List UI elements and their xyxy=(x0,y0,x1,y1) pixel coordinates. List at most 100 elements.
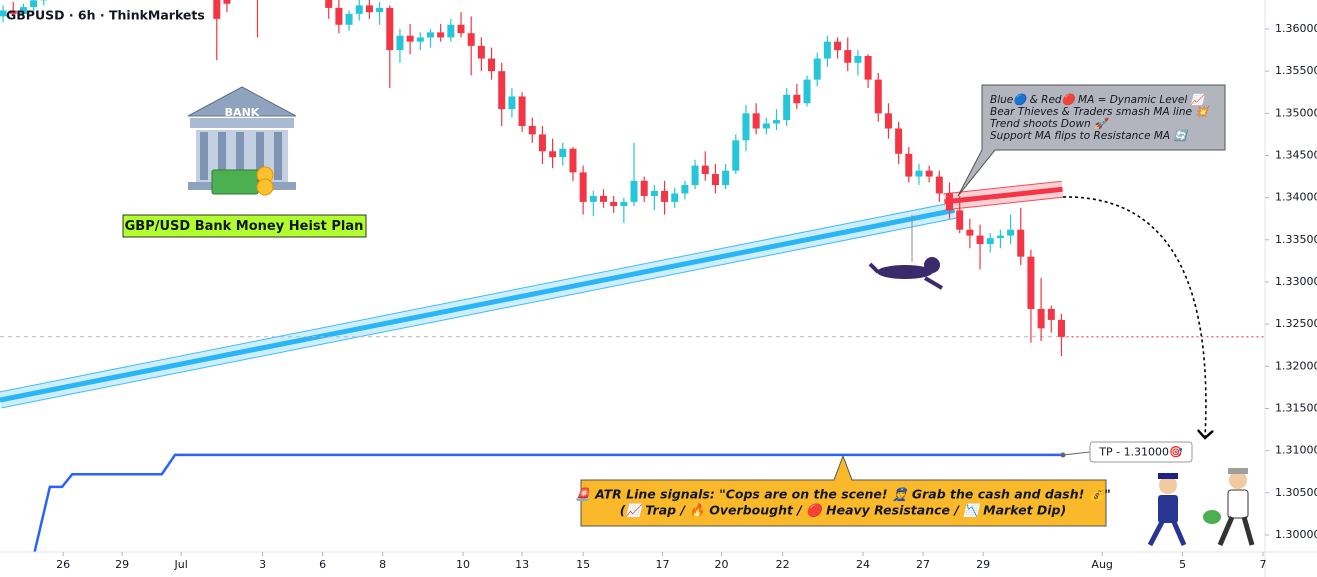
candle-body xyxy=(976,235,984,245)
atr-box xyxy=(580,454,1107,527)
candle-body xyxy=(406,35,414,42)
x-tick-label: 24 xyxy=(856,558,870,571)
candle-body xyxy=(579,172,587,202)
x-tick-label: 29 xyxy=(115,558,129,571)
candle-body xyxy=(956,210,964,230)
candle-body xyxy=(1047,308,1055,320)
candle-body xyxy=(946,193,954,211)
candle-body xyxy=(437,32,445,38)
atr-line xyxy=(33,453,1063,552)
x-tick-label: 20 xyxy=(715,558,729,571)
candle-body xyxy=(661,190,669,202)
candle-body xyxy=(874,79,882,114)
candle-body xyxy=(996,235,1004,239)
candle-body xyxy=(416,37,424,42)
atr-line: 🚨 ATR Line signals: "Cops are on the sce… xyxy=(575,487,1111,503)
candle-body xyxy=(915,170,923,177)
x-tick-label: 7 xyxy=(1259,558,1266,571)
y-tick-label: 1.31500 xyxy=(1275,401,1317,414)
x-tick-label: 17 xyxy=(656,558,670,571)
candle-body xyxy=(9,10,17,14)
candle-body xyxy=(986,238,994,245)
callout-line: Bear Thieves & Traders smash MA line 💥 xyxy=(990,105,1210,118)
candle-body xyxy=(467,33,475,46)
tp-connector xyxy=(1062,451,1091,456)
y-tick-label: 1.33000 xyxy=(1275,275,1317,288)
candle-body xyxy=(935,176,943,194)
candle-body xyxy=(569,148,577,173)
candle-body xyxy=(1007,229,1015,236)
heist-title: GBP/USD Bank Money Heist Plan xyxy=(125,219,364,234)
x-tick-label: 15 xyxy=(576,558,590,571)
candle-body xyxy=(650,190,658,196)
y-tick-label: 1.36000 xyxy=(1275,22,1317,35)
candle-body xyxy=(864,55,872,80)
x-tick-label: Jul xyxy=(174,558,188,571)
candle-body xyxy=(386,7,394,51)
candle-body xyxy=(345,13,353,25)
x-tick-label: 22 xyxy=(776,558,790,571)
candle-body xyxy=(844,50,852,63)
candle-body xyxy=(477,45,485,59)
y-tick-label: 1.35500 xyxy=(1275,64,1317,77)
x-tick-label: 26 xyxy=(56,558,70,571)
candle-body xyxy=(793,94,801,104)
plot-area xyxy=(0,0,1265,552)
candle-body xyxy=(691,165,699,186)
x-tick-label: 27 xyxy=(916,558,930,571)
x-tick-label: 5 xyxy=(1179,558,1186,571)
tp-label: TP - 1.31000🎯 xyxy=(1098,446,1183,459)
x-tick-label: Aug xyxy=(1091,558,1112,571)
candle-body xyxy=(630,180,638,202)
candle-body xyxy=(813,58,821,80)
candle-body xyxy=(905,153,913,177)
bank-icon: BANK xyxy=(187,86,297,196)
candle-body xyxy=(1027,256,1035,309)
bank-label: BANK xyxy=(225,106,260,119)
callout-line: Blue🔵 & Red🔴 MA = Dynamic Level 📈 xyxy=(990,93,1206,106)
candle-body xyxy=(823,41,831,59)
tp-box xyxy=(1089,441,1193,463)
moving-average xyxy=(0,207,956,403)
atr-line: (📈 Trap / 🔥 Overbought / 🔴 Heavy Resista… xyxy=(620,503,1066,518)
y-tick-label: 1.32000 xyxy=(1275,359,1317,372)
candle-body xyxy=(549,151,557,158)
x-tick-label: 8 xyxy=(379,558,386,571)
candle-body xyxy=(365,5,373,13)
x-tick-label: 10 xyxy=(456,558,470,571)
candle-body xyxy=(559,148,567,158)
y-tick-label: 1.30500 xyxy=(1275,486,1317,499)
y-tick-label: 1.30000 xyxy=(1275,528,1317,541)
candle-body xyxy=(884,113,892,129)
candle-body xyxy=(610,201,618,207)
tp-dot xyxy=(1060,452,1066,458)
thief-icon xyxy=(868,215,944,290)
candle-body xyxy=(599,195,607,202)
callout-box xyxy=(957,84,1226,197)
candle-body xyxy=(488,58,496,72)
candle-body xyxy=(742,113,750,141)
candle-body xyxy=(335,7,343,25)
candle-body xyxy=(711,174,719,186)
x-tick-label: 29 xyxy=(976,558,990,571)
candle-body xyxy=(447,24,455,38)
candle-body xyxy=(538,134,546,152)
y-tick-label: 1.34000 xyxy=(1275,191,1317,204)
candle-body xyxy=(773,120,781,124)
moving-average xyxy=(944,186,1063,205)
candle-body xyxy=(681,185,689,194)
candle-body xyxy=(426,32,434,38)
candle-body xyxy=(966,229,974,236)
y-tick-label: 1.35000 xyxy=(1275,106,1317,119)
candle-body xyxy=(355,5,363,14)
candle-body xyxy=(0,10,7,17)
candle-body xyxy=(396,35,404,51)
candle-body xyxy=(1017,229,1025,257)
candle-body xyxy=(722,170,730,186)
candle-body xyxy=(640,180,648,196)
candle-body xyxy=(701,165,709,175)
y-tick-label: 1.34500 xyxy=(1275,148,1317,161)
x-tick-label: 6 xyxy=(319,558,326,571)
candle-body xyxy=(783,94,791,121)
